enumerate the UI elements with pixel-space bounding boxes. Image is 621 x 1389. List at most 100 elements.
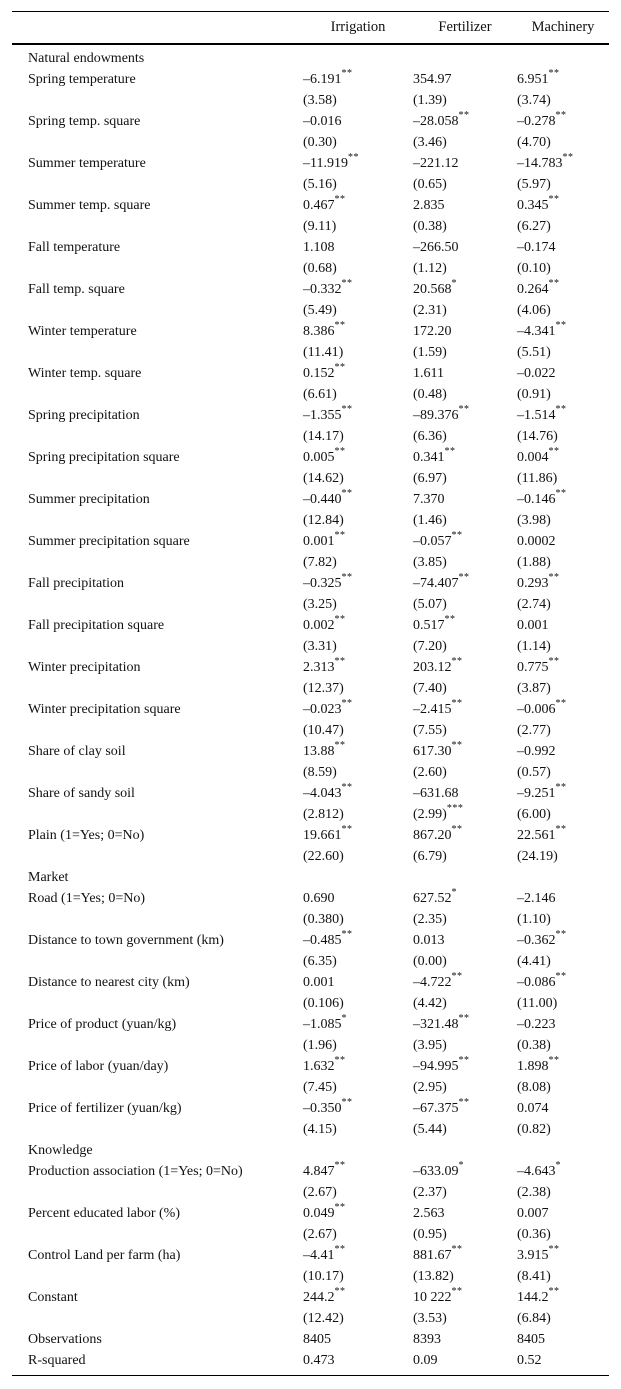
value-text: (7.45) <box>303 1080 337 1095</box>
table-tstat-row: (10.17) (13.82) (8.41) <box>12 1266 609 1287</box>
value-text: 8405 <box>303 1332 331 1347</box>
tstat-cell: (0.10) <box>517 258 609 279</box>
coef-cell: 627.52* <box>413 888 517 909</box>
value-text: (14.17) <box>303 429 344 444</box>
value-text: (0.95) <box>413 1227 447 1242</box>
value-text: 0.341 <box>413 450 445 465</box>
coef-cell: –11.919** <box>303 153 413 174</box>
value-text: –4.722 <box>413 975 452 990</box>
tstat-cell: (0.00) <box>413 951 517 972</box>
row-label <box>28 1119 303 1140</box>
significance-stars: ** <box>458 1013 470 1025</box>
coef-cell: –67.375** <box>413 1098 517 1119</box>
tstat-cell: (2.31) <box>413 300 517 321</box>
coef-cell: 203.12** <box>413 657 517 678</box>
row-label: Observations <box>28 1332 102 1347</box>
table-tstat-row: (4.15) (5.44) (0.82) <box>12 1119 609 1140</box>
value-text: (5.07) <box>413 597 447 612</box>
value-text: –0.057 <box>413 534 452 549</box>
value-text: (11.00) <box>517 996 558 1011</box>
coef-cell: 0.004** <box>517 447 609 468</box>
value-text: (0.106) <box>303 996 344 1011</box>
table-coef-row: Price of fertilizer (yuan/kg) –0.350** –67… <box>12 1098 609 1119</box>
row-label: Price of labor (yuan/day) <box>28 1059 169 1074</box>
coef-cell: 881.67** <box>413 1245 517 1266</box>
tstat-cell: (6.00) <box>517 804 609 825</box>
coef-cell: 0.775** <box>517 657 609 678</box>
significance-stars: ** <box>458 572 470 584</box>
value-text: (10.17) <box>303 1269 344 1284</box>
value-text: (1.96) <box>303 1038 337 1053</box>
table-coef-row: Summer temperature –11.919** –221.12 –14.78… <box>12 153 609 174</box>
table-coef-row: Fall temp. square –0.332** 20.568* 0.264** <box>12 279 609 300</box>
coef-cell: –221.12 <box>413 153 517 174</box>
tstat-cell: (0.380) <box>303 909 413 930</box>
table-tstat-row: (0.68) (1.12) (0.10) <box>12 258 609 279</box>
value-text: 0.049 <box>303 1206 335 1221</box>
coef-cell: 867.20** <box>413 825 517 846</box>
row-label <box>28 720 303 741</box>
row-label <box>28 846 303 867</box>
significance-stars: ** <box>341 1097 353 1109</box>
row-label: Winter temp. square <box>28 366 142 381</box>
significance-stars: ** <box>334 362 346 374</box>
value-text: 1.632 <box>303 1059 335 1074</box>
coef-cell: 0.074 <box>517 1098 609 1119</box>
significance-stars: * <box>555 1160 561 1172</box>
value-text: (5.51) <box>517 345 551 360</box>
significance-stars: ** <box>555 971 567 983</box>
value-text: (3.46) <box>413 135 447 150</box>
value-text: 10 222 <box>413 1290 452 1305</box>
tstat-cell: (2.38) <box>517 1182 609 1203</box>
value-text: (22.60) <box>303 849 344 864</box>
value-text: (0.91) <box>517 387 551 402</box>
coef-cell: 144.2** <box>517 1287 609 1308</box>
value-text: (12.84) <box>303 513 344 528</box>
significance-stars: ** <box>334 446 346 458</box>
row-label: Share of clay soil <box>28 744 126 759</box>
significance-stars: ** <box>341 824 353 836</box>
tstat-cell: (7.40) <box>413 678 517 699</box>
row-label <box>28 426 303 447</box>
coef-cell: –4.341** <box>517 321 609 342</box>
table-tstat-row: (12.42) (3.53) (6.84) <box>12 1308 609 1329</box>
value-text: 0.001 <box>517 618 549 633</box>
coef-cell: 0.049** <box>303 1203 413 1224</box>
stat-cell: 8405 <box>517 1329 609 1350</box>
table-tstat-row: (8.59) (2.60) (0.57) <box>12 762 609 783</box>
row-label <box>28 1266 303 1287</box>
tstat-cell: (24.19) <box>517 846 609 867</box>
tstat-cell: (6.97) <box>413 468 517 489</box>
coef-cell: –4.043** <box>303 783 413 804</box>
value-text: –4.41 <box>303 1248 335 1263</box>
tstat-cell: (3.58) <box>303 90 413 111</box>
row-label: Spring precipitation square <box>28 450 180 465</box>
row-label <box>28 678 303 699</box>
value-text: (2.74) <box>517 597 551 612</box>
tstat-cell: (3.46) <box>413 132 517 153</box>
table-coef-row: Share of clay soil 13.88** 617.30** –0.992 <box>12 741 609 762</box>
significance-stars: ** <box>347 152 359 164</box>
value-text: 8.386 <box>303 324 335 339</box>
value-text: –0.022 <box>517 366 556 381</box>
tstat-cell: (14.17) <box>303 426 413 447</box>
significance-stars: ** <box>555 698 567 710</box>
tstat-cell: (2.74) <box>517 594 609 615</box>
row-label: Spring precipitation <box>28 408 140 423</box>
value-text: (4.06) <box>517 303 551 318</box>
value-text: (3.53) <box>413 1311 447 1326</box>
row-label: Winter temperature <box>28 324 137 339</box>
tstat-cell: (3.74) <box>517 90 609 111</box>
row-label: Plain (1=Yes; 0=No) <box>28 828 145 843</box>
value-text: 0.005 <box>303 450 335 465</box>
coef-cell: 0.002** <box>303 615 413 636</box>
value-text: (3.98) <box>517 513 551 528</box>
value-text: (1.14) <box>517 639 551 654</box>
tstat-cell: (0.82) <box>517 1119 609 1140</box>
row-label <box>28 594 303 615</box>
row-label <box>28 258 303 279</box>
value-text: (7.55) <box>413 723 447 738</box>
tstat-cell: (0.36) <box>517 1224 609 1245</box>
value-text: (5.16) <box>303 177 337 192</box>
value-text: (2.812) <box>303 807 344 822</box>
